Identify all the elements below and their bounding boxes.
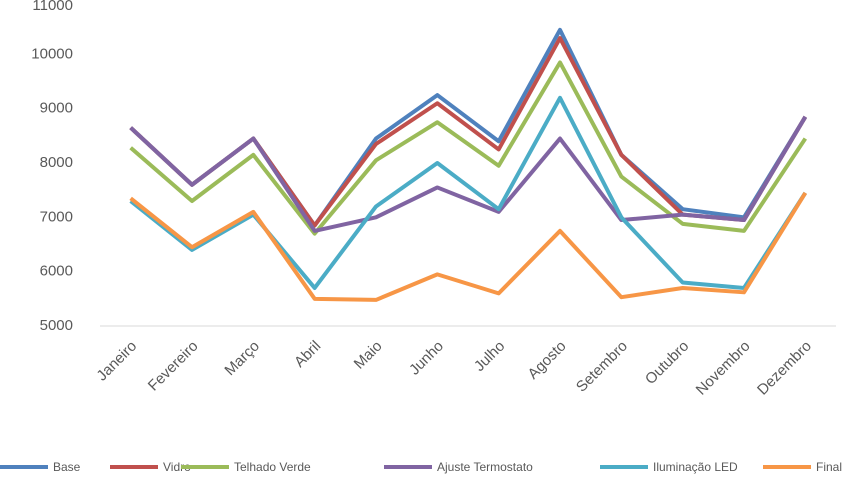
y-tick-label: 9000 — [40, 100, 73, 117]
x-tick-label: Novembro — [693, 338, 754, 399]
x-tick-label: Agosto — [525, 338, 570, 383]
y-tick-label: 6000 — [40, 263, 73, 280]
series-line — [129, 60, 807, 236]
x-tick-label: Setembro — [573, 338, 631, 396]
y-tick-label: 10000 — [31, 45, 73, 62]
series-line — [129, 36, 808, 228]
y-tick-label: 8000 — [40, 154, 73, 171]
y-tick-label: 5000 — [40, 317, 73, 334]
series-line — [129, 115, 808, 233]
x-tick-label: Junho — [406, 338, 447, 379]
series-line — [129, 191, 808, 302]
legend-label: Vidro — [163, 460, 191, 474]
y-tick-label: 11000 — [32, 0, 73, 14]
x-tick-label: Dezembro — [754, 338, 815, 399]
y-tick-label: 7000 — [40, 208, 73, 225]
legend-label: Telhado Verde — [234, 460, 311, 474]
legend-label: Final — [816, 460, 842, 474]
legend-label: Iluminação LED — [653, 460, 738, 474]
x-tick-label: Maio — [351, 338, 386, 373]
x-tick-label: Fevereiro — [145, 338, 202, 395]
x-tick-label: Outubro — [642, 338, 692, 388]
series-line — [129, 95, 808, 290]
x-tick-label: Abril — [291, 338, 324, 371]
legend-label: Base — [53, 460, 81, 474]
x-tick-label: Março — [221, 338, 262, 379]
legend-label: Ajuste Termostato — [437, 460, 533, 474]
x-tick-label: Janeiro — [93, 338, 140, 385]
x-tick-label: Julho — [471, 338, 508, 375]
